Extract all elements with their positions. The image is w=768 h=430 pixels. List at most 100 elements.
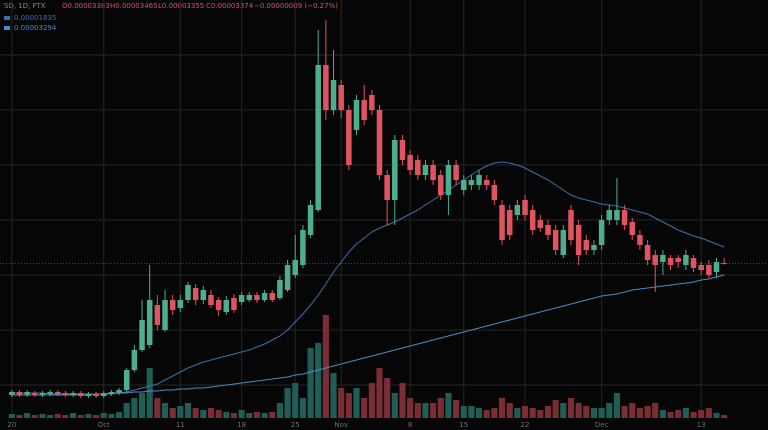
candle-body: [346, 110, 352, 165]
candle-body: [277, 280, 283, 298]
volume-bar: [468, 406, 475, 418]
volume-bar: [215, 410, 222, 418]
volume-bar: [675, 410, 682, 418]
candle-body: [545, 225, 551, 235]
volume-bar: [652, 403, 659, 418]
x-tick-label: 18: [237, 421, 246, 429]
volume-bar: [476, 408, 483, 418]
x-tick-label: 11: [176, 421, 185, 429]
candle-body: [445, 165, 452, 195]
candle-body: [100, 393, 107, 396]
volume-bar: [177, 406, 184, 418]
candle-body: [39, 393, 46, 395]
volume-bar: [506, 403, 513, 418]
volume-bar: [583, 406, 590, 418]
candle-body: [514, 205, 521, 215]
candle-body: [575, 225, 582, 255]
volume-bar: [161, 403, 169, 418]
volume-bar: [368, 383, 375, 418]
candle-body: [430, 165, 436, 180]
candle-body: [591, 245, 597, 250]
candle-body: [460, 180, 467, 190]
candle-body: [223, 300, 230, 312]
candle-body: [55, 392, 61, 394]
candle-body: [353, 100, 360, 130]
candle-body: [338, 85, 344, 110]
candle-body: [713, 262, 720, 272]
volume-bar: [552, 400, 559, 418]
candle-body: [369, 95, 375, 110]
volume-bar: [514, 408, 521, 418]
candle-body: [552, 230, 559, 250]
candle-body: [85, 394, 92, 396]
candle-body: [300, 230, 306, 265]
volume-bar: [345, 393, 352, 418]
candle-body: [16, 392, 23, 395]
moving-average: [11, 274, 725, 396]
candle-body: [284, 265, 291, 290]
candle-body: [24, 392, 30, 395]
volume-bar: [184, 403, 192, 418]
candle-body: [683, 255, 689, 265]
volume-bar: [146, 368, 153, 418]
candle-body: [108, 392, 115, 394]
volume-bar: [230, 413, 238, 418]
volume-bar: [705, 408, 712, 418]
volume-bar: [261, 413, 268, 418]
volume-bar: [123, 403, 130, 418]
volume-bar: [276, 403, 283, 418]
candle-body: [185, 285, 191, 300]
volume-bar: [575, 403, 582, 418]
ohlc-close: C0.00003374: [206, 2, 254, 10]
candle-body: [491, 185, 498, 200]
volume-bar: [315, 343, 322, 418]
volume-bar: [621, 406, 628, 418]
volume-bar: [361, 398, 368, 418]
volume-bar: [667, 412, 674, 418]
volume-bar: [238, 410, 245, 418]
candle-body: [522, 200, 528, 215]
volume-bar: [560, 403, 567, 418]
candle-body: [629, 222, 636, 235]
candle-body: [330, 80, 337, 110]
volume-bar: [376, 368, 383, 418]
volume-bar: [598, 408, 605, 418]
candle-body: [614, 210, 620, 220]
candle-body: [261, 293, 268, 300]
candle-body: [116, 390, 122, 393]
candle-body: [583, 240, 590, 250]
volume-bar: [77, 415, 84, 418]
candle-body: [9, 392, 15, 395]
volume-bar: [62, 415, 69, 418]
volume-bar: [299, 398, 306, 418]
volume-bar: [307, 348, 314, 418]
volume-bar: [590, 408, 598, 418]
candle-body: [537, 220, 544, 228]
candle-body: [667, 258, 674, 265]
candle-body: [162, 300, 168, 330]
volume-bar: [292, 383, 299, 418]
candle-body: [215, 300, 222, 310]
volume-bar: [47, 415, 54, 418]
symbol: SD, 1D, FTX: [4, 2, 46, 10]
candle-body: [139, 320, 145, 350]
candle-body: [399, 140, 406, 160]
volume-bar: [483, 410, 490, 418]
legend-swatch: [4, 26, 10, 30]
volume-bar: [453, 400, 460, 418]
x-tick-label: Dec: [595, 421, 609, 429]
candle-body: [698, 265, 704, 270]
candle-body: [376, 110, 383, 175]
x-tick-label: 8: [408, 421, 412, 429]
volume-bar: [223, 412, 230, 418]
volume-bar: [54, 414, 61, 418]
volume-bar: [138, 393, 146, 418]
candle-body: [32, 393, 38, 395]
volume-bar: [200, 410, 207, 418]
volume-bar: [460, 406, 467, 418]
candle-body: [123, 370, 130, 390]
ohlc-open: O0.00003383: [62, 2, 110, 10]
volume-bar: [154, 398, 161, 418]
volume-bar: [629, 403, 636, 418]
volume-bar: [207, 408, 215, 418]
